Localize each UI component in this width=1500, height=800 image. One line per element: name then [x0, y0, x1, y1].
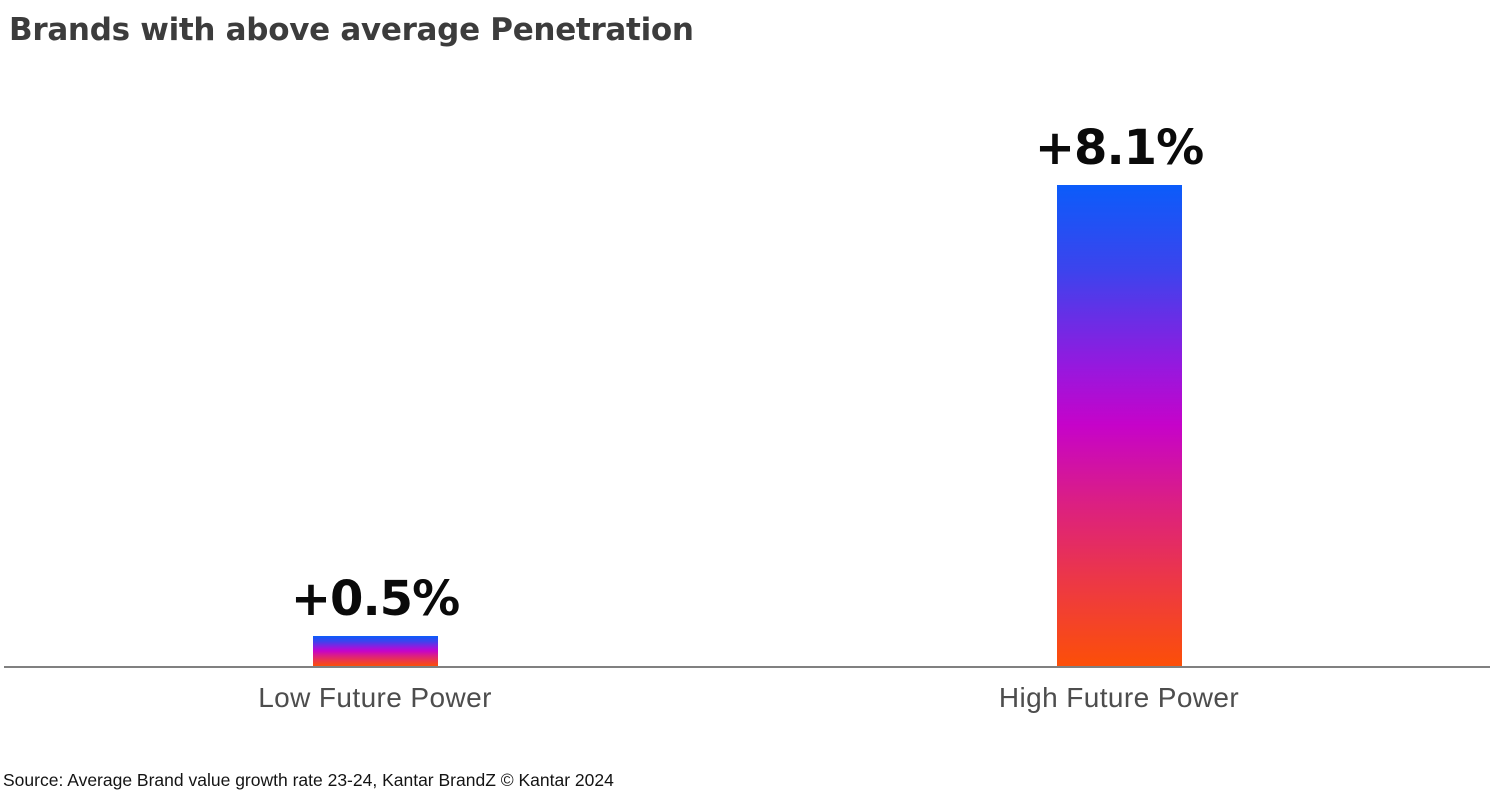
bar-group-low-future-power: +0.5% [225, 575, 525, 666]
chart-title: Brands with above average Penetration [9, 12, 694, 48]
bar-low-future-power [312, 636, 438, 666]
bar-high-future-power [1056, 185, 1182, 666]
data-label-low: +0.5% [290, 571, 460, 627]
category-label-high-future-power: High Future Power [998, 682, 1240, 713]
x-axis-line [4, 666, 1490, 668]
bar-group-high-future-power: +8.1% [969, 124, 1269, 666]
data-label-high: +8.1% [1034, 120, 1204, 176]
category-label-low-future-power: Low Future Power [258, 682, 492, 713]
source-note: Source: Average Brand value growth rate … [3, 770, 614, 790]
